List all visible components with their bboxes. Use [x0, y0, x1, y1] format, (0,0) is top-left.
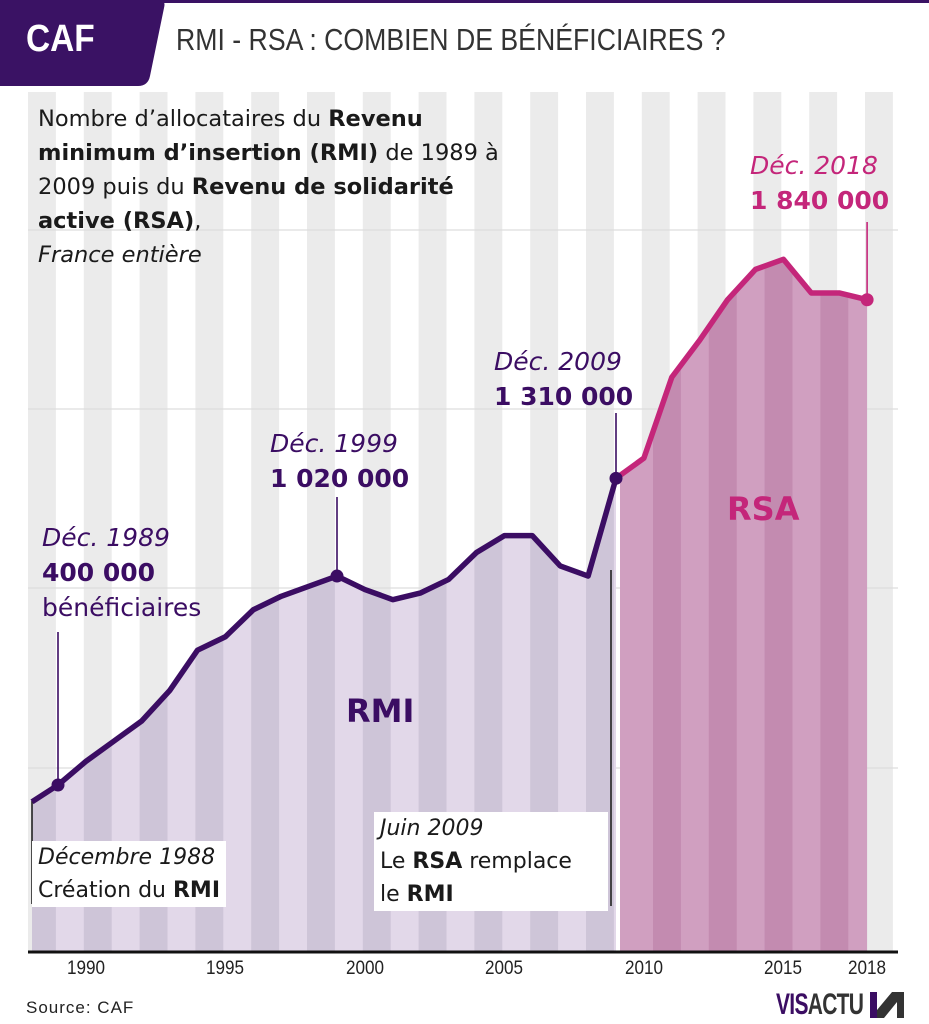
note-text: le RMI	[380, 878, 602, 911]
note-rmi-creation: Décembre 1988 Création du RMI	[32, 841, 227, 907]
header-tab-bg	[0, 0, 165, 86]
area-rsa-stripe	[820, 259, 849, 952]
background-stripe	[865, 92, 893, 952]
note-text-part: Création du	[38, 878, 173, 903]
note-text-part: Le	[380, 849, 413, 874]
note-text-bold: RMI	[406, 882, 454, 907]
x-tick-label: 2015	[764, 958, 803, 979]
page-title: RMI - RSA : COMBIEN DE BÉNÉFICIAIRES ?	[176, 22, 726, 57]
x-tick-label: 2010	[624, 958, 663, 979]
area-label-rmi: RMI	[346, 692, 415, 730]
subtitle-text: de 1989 à 2009 puis du	[38, 140, 499, 200]
note-text-bold: RMI	[172, 878, 221, 903]
header-rule	[160, 0, 929, 3]
visactu-logo-mark-icon	[870, 992, 904, 1018]
area-rsa-stripe	[764, 259, 793, 952]
subtitle-text: Nombre d’allocataires du	[38, 106, 329, 132]
chart-subtitle: Nombre d’allocataires du Revenu minimum …	[38, 102, 508, 272]
x-tick-label: 1995	[206, 958, 245, 979]
subtitle-bold-rsa: Revenu de solidarité active (RSA)	[38, 174, 454, 234]
annotation-2009: Déc. 2009 1 310 000	[494, 344, 633, 414]
subtitle-text: ,	[194, 208, 202, 234]
note-text-part: le	[380, 882, 407, 907]
annotation-value: 1 310 000	[494, 382, 634, 411]
annotation-1999: Déc. 1999 1 020 000	[270, 426, 409, 496]
annotation-date: Déc. 1989	[42, 523, 170, 552]
series-lines	[30, 256, 868, 805]
note-date: Juin 2009	[380, 816, 484, 841]
annotation-date: Déc. 1999	[270, 429, 398, 458]
series-line-rmi	[30, 477, 619, 805]
subtitle-bold-rmi: Revenu minimum d’insertion (RMI)	[38, 106, 423, 166]
note-text: Création du RMI	[38, 874, 220, 907]
subtitle-scope: France entière	[38, 242, 202, 268]
data-point-1999	[330, 569, 344, 583]
logo-part: VIS	[776, 988, 808, 1021]
area-rsa-stripe	[708, 259, 737, 952]
x-tick-label: 2005	[485, 958, 524, 979]
x-tick-label: 1990	[66, 958, 105, 979]
visactu-logo: VISACTU	[776, 988, 864, 1022]
x-tick-label: 2018	[848, 958, 887, 979]
data-point-2018	[860, 293, 874, 307]
annotation-dots	[51, 293, 874, 792]
series-line-rsa	[614, 256, 868, 481]
note-rsa-switch: Juin 2009 Le RSA remplace le RMI	[374, 812, 608, 911]
annotation-2018: Déc. 2018 1 840 000	[750, 148, 889, 218]
annotation-value: 1 020 000	[270, 464, 410, 493]
source-note: Source: CAF	[26, 998, 135, 1017]
x-tick-label: 2000	[345, 958, 384, 979]
annotation-value: 1 840 000	[750, 186, 890, 215]
annotation-extra: bénéficiaires	[42, 593, 202, 622]
data-point-2009	[609, 471, 623, 485]
note-text-bold: RSA	[412, 849, 463, 874]
annotation-1989: Déc. 1989 400 000 bénéficiaires	[42, 520, 201, 625]
note-date: Décembre 1988	[38, 845, 216, 870]
area-label-rsa: RSA	[727, 490, 800, 528]
logo-part: ACTU	[807, 988, 864, 1021]
data-point-1989	[51, 778, 65, 792]
note-text-part: remplace	[462, 849, 572, 874]
note-text: Le RSA remplace	[380, 845, 602, 878]
annotation-date: Déc. 2009	[494, 347, 622, 376]
header-tag: CAF	[26, 18, 95, 60]
annotation-value: 400 000	[42, 558, 156, 587]
annotation-date: Déc. 2018	[750, 151, 878, 180]
